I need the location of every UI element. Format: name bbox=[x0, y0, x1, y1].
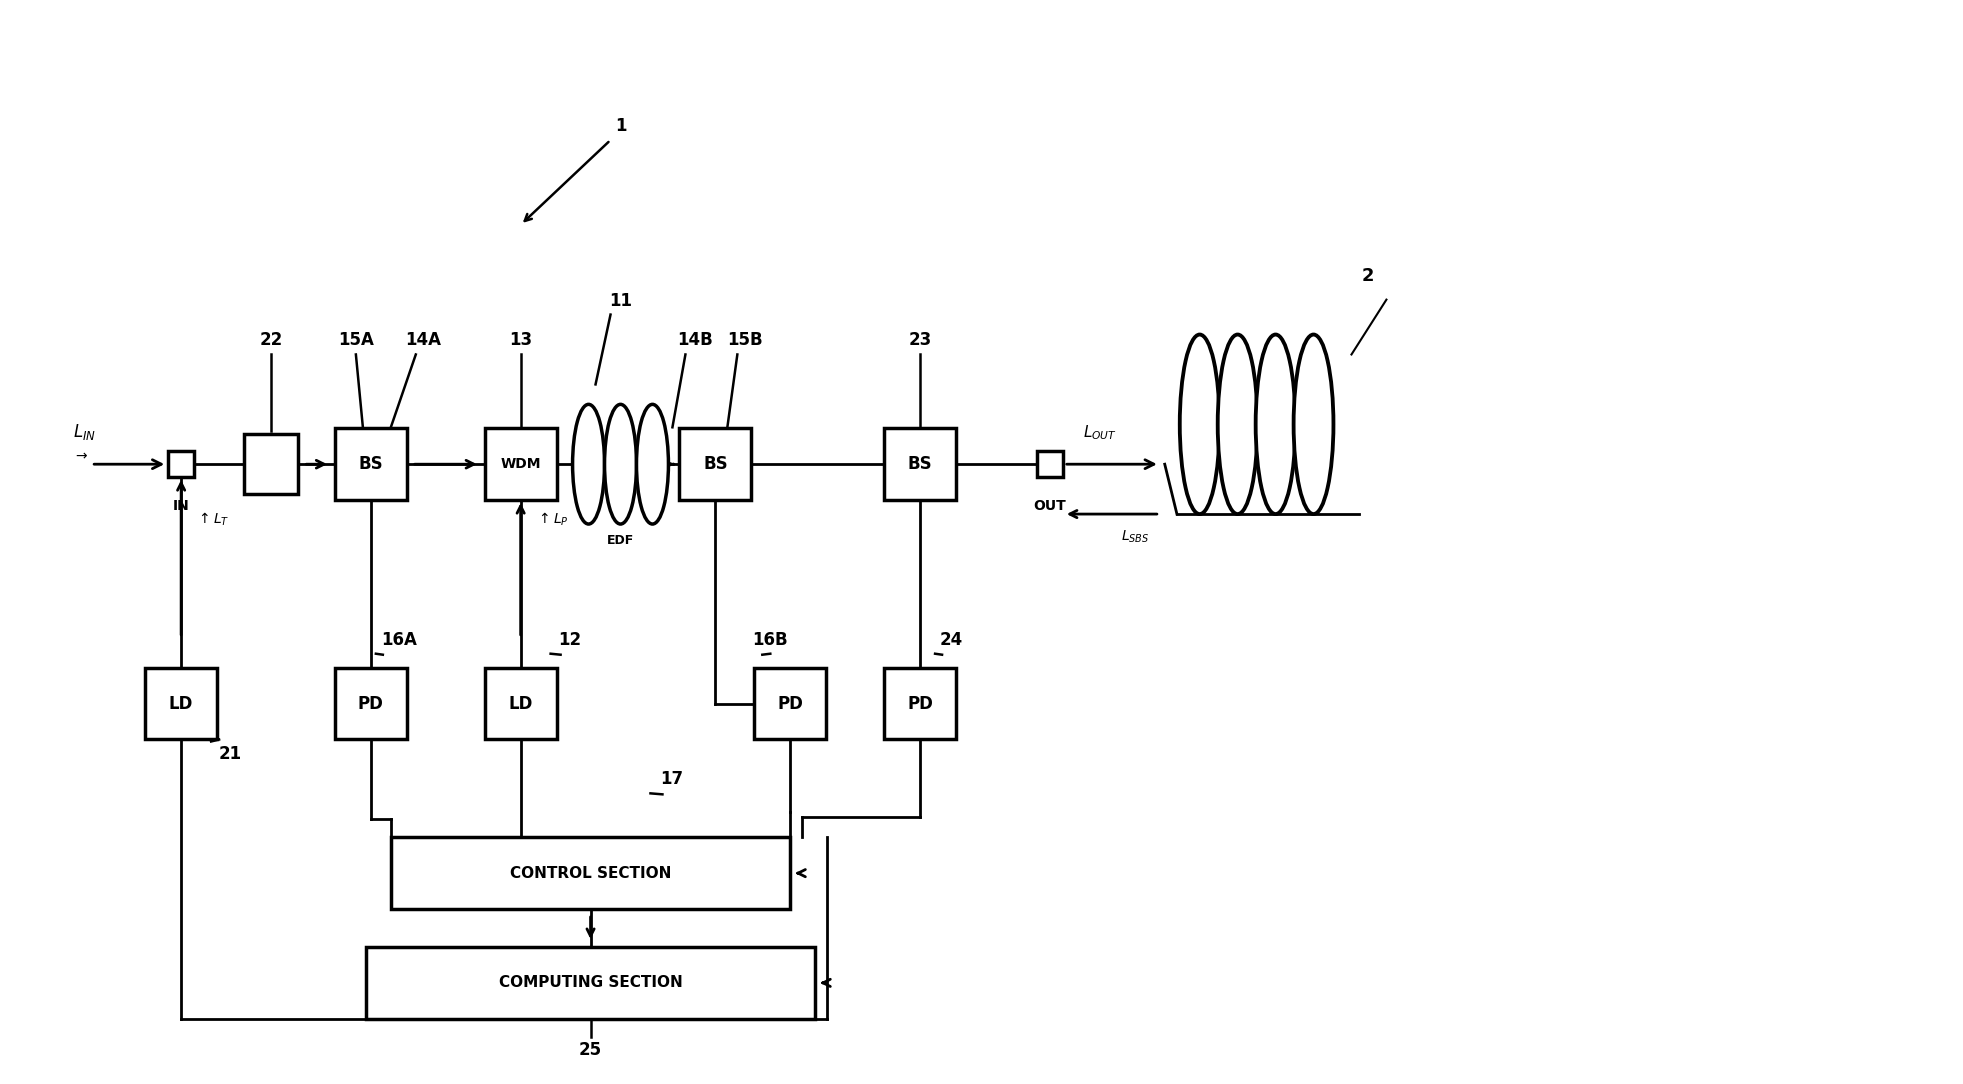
Text: 2: 2 bbox=[1362, 267, 1374, 285]
Text: $L_{SBS}$: $L_{SBS}$ bbox=[1121, 529, 1148, 545]
Text: LD: LD bbox=[169, 695, 192, 712]
Text: 16A: 16A bbox=[381, 631, 416, 648]
Text: $L_{IN}$: $L_{IN}$ bbox=[73, 423, 96, 442]
Bar bbox=[336, 428, 406, 500]
Text: 15B: 15B bbox=[728, 332, 764, 349]
Bar bbox=[679, 428, 752, 500]
Bar bbox=[883, 428, 956, 500]
Ellipse shape bbox=[1180, 335, 1219, 514]
Text: 21: 21 bbox=[220, 746, 241, 763]
Text: 22: 22 bbox=[259, 332, 283, 349]
Text: OUT: OUT bbox=[1035, 499, 1066, 513]
Text: $\uparrow L_P$: $\uparrow L_P$ bbox=[536, 511, 567, 528]
Bar bbox=[145, 668, 218, 739]
Text: 25: 25 bbox=[579, 1041, 603, 1059]
Text: 13: 13 bbox=[508, 332, 532, 349]
Text: CONTROL SECTION: CONTROL SECTION bbox=[510, 866, 671, 880]
Text: 24: 24 bbox=[940, 631, 964, 648]
Ellipse shape bbox=[1294, 335, 1333, 514]
Text: 1: 1 bbox=[614, 117, 626, 136]
Text: 11: 11 bbox=[609, 292, 632, 310]
Ellipse shape bbox=[636, 404, 669, 524]
Bar bbox=[169, 451, 194, 477]
Bar bbox=[485, 428, 557, 500]
Bar bbox=[391, 837, 791, 909]
Text: LD: LD bbox=[508, 695, 532, 712]
Text: 14B: 14B bbox=[677, 332, 713, 349]
Text: 16B: 16B bbox=[752, 631, 787, 648]
Text: IN: IN bbox=[173, 499, 190, 513]
Text: PD: PD bbox=[907, 695, 932, 712]
Text: 12: 12 bbox=[559, 631, 581, 648]
Text: BS: BS bbox=[907, 455, 932, 474]
Bar bbox=[336, 668, 406, 739]
Text: 17: 17 bbox=[660, 771, 683, 788]
Ellipse shape bbox=[1217, 335, 1258, 514]
Text: EDF: EDF bbox=[607, 534, 634, 547]
Bar bbox=[243, 435, 298, 494]
Ellipse shape bbox=[1256, 335, 1296, 514]
Bar bbox=[1036, 451, 1062, 477]
Bar bbox=[754, 668, 826, 739]
Text: $\uparrow L_T$: $\uparrow L_T$ bbox=[196, 511, 230, 528]
Ellipse shape bbox=[573, 404, 605, 524]
Text: WDM: WDM bbox=[501, 457, 542, 472]
Text: BS: BS bbox=[359, 455, 383, 474]
Text: $\rightarrow$: $\rightarrow$ bbox=[73, 448, 88, 462]
Text: $L_{OUT}$: $L_{OUT}$ bbox=[1084, 424, 1117, 442]
Text: 23: 23 bbox=[909, 332, 932, 349]
Text: PD: PD bbox=[777, 695, 803, 712]
Text: COMPUTING SECTION: COMPUTING SECTION bbox=[499, 976, 683, 991]
Bar bbox=[485, 668, 557, 739]
Text: BS: BS bbox=[703, 455, 728, 474]
Ellipse shape bbox=[605, 404, 636, 524]
Text: 14A: 14A bbox=[404, 332, 442, 349]
Text: 15A: 15A bbox=[338, 332, 373, 349]
Bar bbox=[365, 947, 815, 1019]
Text: PD: PD bbox=[357, 695, 385, 712]
Bar bbox=[883, 668, 956, 739]
